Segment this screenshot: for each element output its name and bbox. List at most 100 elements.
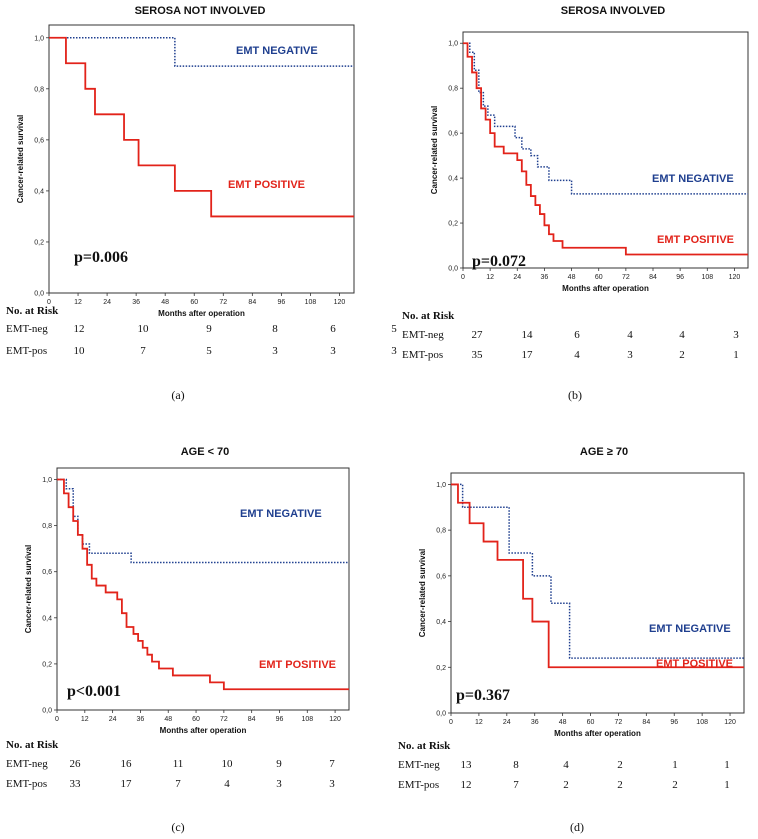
risk-count: 5 [391,323,397,335]
risk-count: 5 [206,345,212,357]
x-tick-label: 120 [724,719,736,726]
risk-count: 3 [330,345,336,357]
x-axis-label: Months after operation [160,726,247,735]
risk-count: 4 [627,329,633,341]
y-tick-label: 0,4 [34,188,44,195]
km-panel-age-70-plus: AGE ≥ 700 12 24 36 48 60 72 84 96 108 1200,00,20,4… [398,446,745,834]
risk-table-header: No. at Risk [6,739,59,751]
x-tick-label: 36 [541,274,549,281]
y-tick-label: 0,0 [436,711,446,718]
legend-emt-negative: EMT NEGATIVE [236,45,318,57]
risk-count: 35 [472,349,484,361]
risk-count: 1 [672,759,678,771]
risk-table-header: No. at Risk [6,305,59,317]
x-tick-label: 24 [109,716,117,723]
risk-count: 7 [175,778,181,790]
risk-count: 1 [724,759,730,771]
y-tick-label: 0,4 [436,619,446,626]
emt-positive-curve [463,42,748,256]
x-tick-label: 36 [132,299,140,306]
risk-count: 4 [574,349,580,361]
x-tick-label: 12 [81,716,89,723]
x-tick-label: 72 [220,716,228,723]
x-tick-label: 48 [161,299,169,306]
risk-count: 11 [173,758,184,770]
risk-row-label: EMT-pos [398,779,439,791]
risk-count: 3 [627,349,633,361]
panel-caption: (a) [171,388,184,402]
risk-count: 17 [121,778,133,790]
y-axis-label: Cancer-related survival [24,545,33,634]
panel-caption: (d) [570,820,584,834]
x-tick-label: 108 [701,274,713,281]
legend-emt-positive: EMT POSITIVE [228,179,305,191]
x-axis-label: Months after operation [158,309,245,318]
x-tick-label: 96 [676,274,684,281]
risk-row-label: EMT-neg [402,329,444,341]
risk-count: 8 [272,323,278,335]
chart-title: SEROSA INVOLVED [561,5,666,17]
km-panel-age-under-70: AGE < 70 0 12 24 36 48 60 72 84 96 108 120 0,0 0,2 0,4… [6,446,350,834]
x-tick-label: 36 [137,716,145,723]
risk-count: 7 [140,345,146,357]
y-tick-label: 0,6 [436,573,446,580]
y-tick-label: 0,6 [34,137,44,144]
risk-table-header: No. at Risk [398,740,451,752]
x-tick-label: 24 [503,719,511,726]
x-tick-label: 48 [164,716,172,723]
risk-count: 3 [329,778,335,790]
legend-emt-positive: EMT POSITIVE [657,234,734,246]
plot-frame [48,24,355,294]
x-tick-label: 120 [329,716,341,723]
panel-caption: (c) [171,820,184,834]
emt-negative-curve [57,478,349,564]
p-value: p=0.367 [456,687,510,704]
x-tick-label: 120 [729,274,741,281]
risk-count: 2 [617,779,623,791]
risk-count: 2 [617,759,623,771]
x-tick-label: 48 [568,274,576,281]
legend-emt-positive: EMT POSITIVE [656,658,733,670]
risk-count: 3 [272,345,278,357]
y-tick-label: 0,8 [448,86,458,93]
risk-count: 7 [513,779,519,791]
y-axis-label: Cancer-related survival [16,115,25,204]
risk-count: 27 [472,329,484,341]
risk-count: 14 [522,329,534,341]
emt-positive-curve [451,483,744,669]
risk-count: 4 [224,778,230,790]
y-tick-label: 0,4 [448,176,458,183]
x-tick-label: 12 [475,719,483,726]
x-tick-label: 72 [622,274,630,281]
risk-count: 9 [276,758,282,770]
x-axis-label: Months after operation [562,284,649,293]
risk-count: 3 [276,778,282,790]
panel-caption: (b) [568,388,582,402]
risk-table-header: No. at Risk [402,310,455,322]
risk-count: 7 [329,758,335,770]
risk-row-label: EMT-neg [398,759,440,771]
y-tick-label: 0,4 [42,615,52,622]
risk-count: 10 [222,758,234,770]
x-tick-label: 108 [305,299,317,306]
risk-count: 1 [724,779,730,791]
x-tick-label: 72 [219,299,227,306]
risk-count: 2 [672,779,678,791]
x-tick-label: 96 [277,299,285,306]
x-tick-label: 84 [642,719,650,726]
y-tick-label: 0,2 [34,239,44,246]
x-tick-label: 60 [190,299,198,306]
risk-count: 3 [391,345,397,357]
p-value: p<0.001 [67,683,121,700]
risk-row-label: EMT-pos [6,345,47,357]
risk-count: 33 [70,778,82,790]
p-value: p=0.006 [74,249,128,266]
chart-title: AGE ≥ 70 [580,446,628,458]
risk-count: 17 [522,349,534,361]
legend-emt-negative: EMT NEGATIVE [240,508,322,520]
legend-emt-negative: EMT NEGATIVE [649,623,731,635]
x-tick-label: 48 [559,719,567,726]
emt-negative-curve [49,37,354,67]
x-tick-label: 72 [615,719,623,726]
